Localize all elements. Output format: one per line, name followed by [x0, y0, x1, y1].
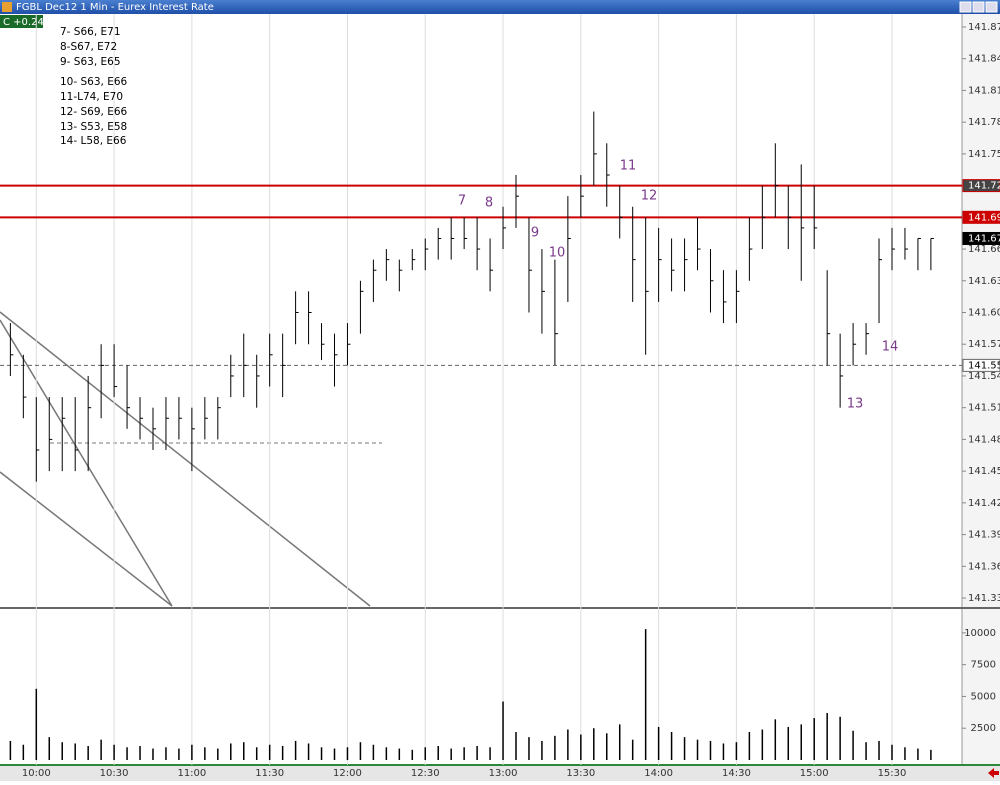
trade-marker: 13: [847, 397, 864, 412]
y-tick-label: 141.48: [968, 434, 1000, 445]
price-level-label: 141.55: [968, 360, 1000, 371]
y-tick-label: 141.57: [968, 339, 1000, 350]
title-bar: [0, 0, 1000, 14]
price-axis-bg: [962, 14, 1000, 765]
price-level-box: [962, 231, 1000, 245]
minimize-button[interactable]: [959, 1, 972, 13]
y-tick-label: 141.63: [968, 276, 1000, 287]
y-tick-label: 141.87: [968, 22, 1000, 33]
y-tick-label: 141.51: [968, 403, 1000, 414]
x-tick-label: 13:30: [566, 768, 595, 779]
trade-marker: 9: [531, 226, 539, 241]
window-title: FGBL Dec12 1 Min - Eurex Interest Rate: [16, 2, 214, 13]
app-icon: [2, 2, 12, 12]
volume-tick-label: 7500: [971, 660, 996, 671]
trade-marker: 14: [882, 340, 899, 355]
price-level-box: [962, 358, 1000, 372]
time-axis-bg: [0, 765, 1000, 781]
trade-note: 13- S53, E58: [60, 121, 127, 133]
volume-tick-label: 10000: [964, 628, 996, 639]
restore-button[interactable]: [972, 1, 985, 13]
x-tick-label: 12:00: [333, 768, 362, 779]
trade-note: 9- S63, E65: [60, 56, 121, 68]
trade-marker: 7: [458, 194, 466, 209]
volume-tick-label: 5000: [971, 691, 996, 702]
y-tick-label: 141.54: [968, 371, 1000, 382]
y-tick-label: 141.60: [968, 308, 1000, 319]
x-tick-label: 14:00: [644, 768, 673, 779]
y-tick-label: 141.81: [968, 85, 1000, 96]
trend-line: [0, 311, 371, 607]
y-tick-label: 141.75: [968, 149, 1000, 160]
x-tick-label: 10:30: [100, 768, 129, 779]
x-tick-label: 11:00: [177, 768, 206, 779]
change-box: [0, 15, 43, 28]
trade-note: 7- S66, E71: [60, 26, 121, 38]
y-tick-label: 141.66: [968, 244, 1000, 255]
trade-note: 12- S69, E66: [60, 106, 128, 118]
y-tick-label: 141.33: [968, 593, 1000, 604]
price-level-box: [962, 179, 1000, 193]
volume-tick-label: 2500: [971, 723, 996, 734]
trade-note: 14- L58, E66: [60, 135, 127, 147]
scroll-arrow[interactable]: [988, 768, 999, 778]
price-level-label: 141.67: [968, 233, 1000, 244]
price-level-label: 141.69: [968, 212, 1000, 223]
y-tick-label: 141.45: [968, 466, 1000, 477]
trade-note: 10- S63, E66: [60, 76, 128, 88]
x-tick-label: 10:00: [22, 768, 51, 779]
price-level-box: [962, 210, 1000, 224]
trade-marker: 12: [641, 189, 658, 204]
trade-marker: 11: [620, 159, 637, 174]
y-tick-label: 141.39: [968, 530, 1000, 541]
price-level-label: 141.72: [968, 181, 1000, 192]
y-tick-label: 141.84: [968, 54, 1000, 65]
trade-marker: 8: [485, 196, 493, 211]
x-tick-label: 14:30: [722, 768, 751, 779]
change-label: C +0.24: [3, 17, 44, 28]
y-tick-label: 141.36: [968, 561, 1000, 572]
trade-note: 11-L74, E70: [60, 91, 123, 103]
x-tick-label: 13:00: [489, 768, 518, 779]
trade-note: 8-S67, E72: [60, 41, 117, 53]
y-tick-label: 141.42: [968, 498, 1000, 509]
x-tick-label: 11:30: [255, 768, 284, 779]
x-tick-label: 15:30: [878, 768, 907, 779]
x-tick-label: 15:00: [800, 768, 829, 779]
y-tick-label: 141.78: [968, 117, 1000, 128]
trend-line: [0, 471, 173, 607]
trade-marker: 10: [549, 246, 566, 261]
close-button[interactable]: [985, 1, 998, 13]
trend-line: [0, 319, 173, 607]
x-tick-label: 12:30: [411, 768, 440, 779]
